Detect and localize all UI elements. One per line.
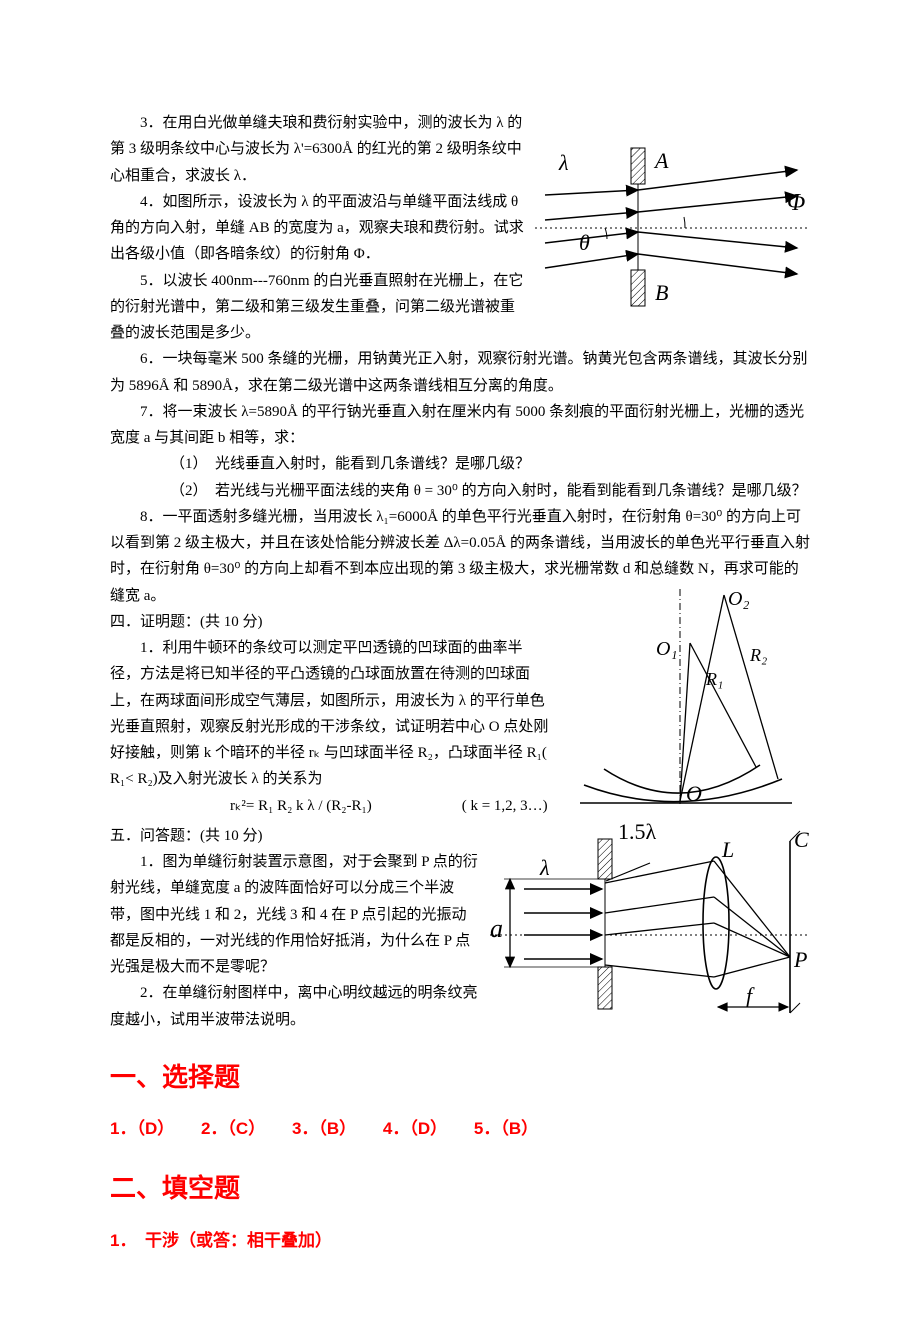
label-P: P (793, 947, 807, 972)
label-C: C (794, 827, 809, 852)
label-phi: Φ (787, 190, 805, 216)
figure-lens-diffraction: λ a 1.5λ L C P f (490, 817, 810, 1027)
answer-mc-row: 1．（D） 2．（C） 3．（B） 4．（D） 5．（B） (110, 1114, 810, 1144)
answer-mc-4: 4．（D） (383, 1119, 447, 1138)
answer-mc-3: 3．（B） (292, 1119, 356, 1138)
label-O: O (686, 781, 702, 806)
answer-mc-5: 5．（B） (474, 1119, 538, 1138)
label-lambda: λ (558, 150, 569, 175)
label-theta: θ (579, 230, 590, 255)
label-lambda-2: λ (539, 855, 550, 880)
label-A: A (653, 148, 669, 173)
label-O1: O₁ (656, 638, 677, 660)
label-R2: R₂ (749, 645, 767, 665)
label-B: B (655, 280, 668, 305)
answer-mc-2: 2．（C） (201, 1119, 265, 1138)
answer-section-1-title: 一、选择题 (110, 1055, 810, 1101)
figure-single-slit: λ A B θ Φ (535, 140, 810, 310)
label-f: f (746, 983, 755, 1008)
answer-mc-1: 1．（D） (110, 1119, 174, 1138)
question-7-1: （1） 光线垂直入射时，能看到几条谱线？是哪几级？ (110, 451, 810, 477)
label-O2: O₂ (728, 589, 749, 610)
label-L: L (721, 837, 734, 862)
label-R1: R₁ (705, 669, 723, 689)
label-1-5lambda: 1.5λ (618, 819, 657, 844)
question-7: 7．将一束波长 λ=5890Å 的平行钠光垂直入射在厘米内有 5000 条刻痕的… (110, 399, 810, 452)
answer-fill-1: 1． 干涉（或答：相干叠加） (110, 1226, 810, 1256)
question-6: 6．一块每毫米 500 条缝的光栅，用钠黄光正入射，观察衍射光谱。钠黄光包含两条… (110, 346, 810, 399)
figure-newton-rings: O₂ O₁ R₂ R₁ O (560, 589, 810, 819)
label-a: a (490, 914, 503, 943)
question-7-2: （2） 若光线与光栅平面法线的夹角 θ = 30⁰ 的方向入射时，能看到能看到几… (110, 478, 810, 504)
answer-section-2-title: 二、填空题 (110, 1166, 810, 1212)
